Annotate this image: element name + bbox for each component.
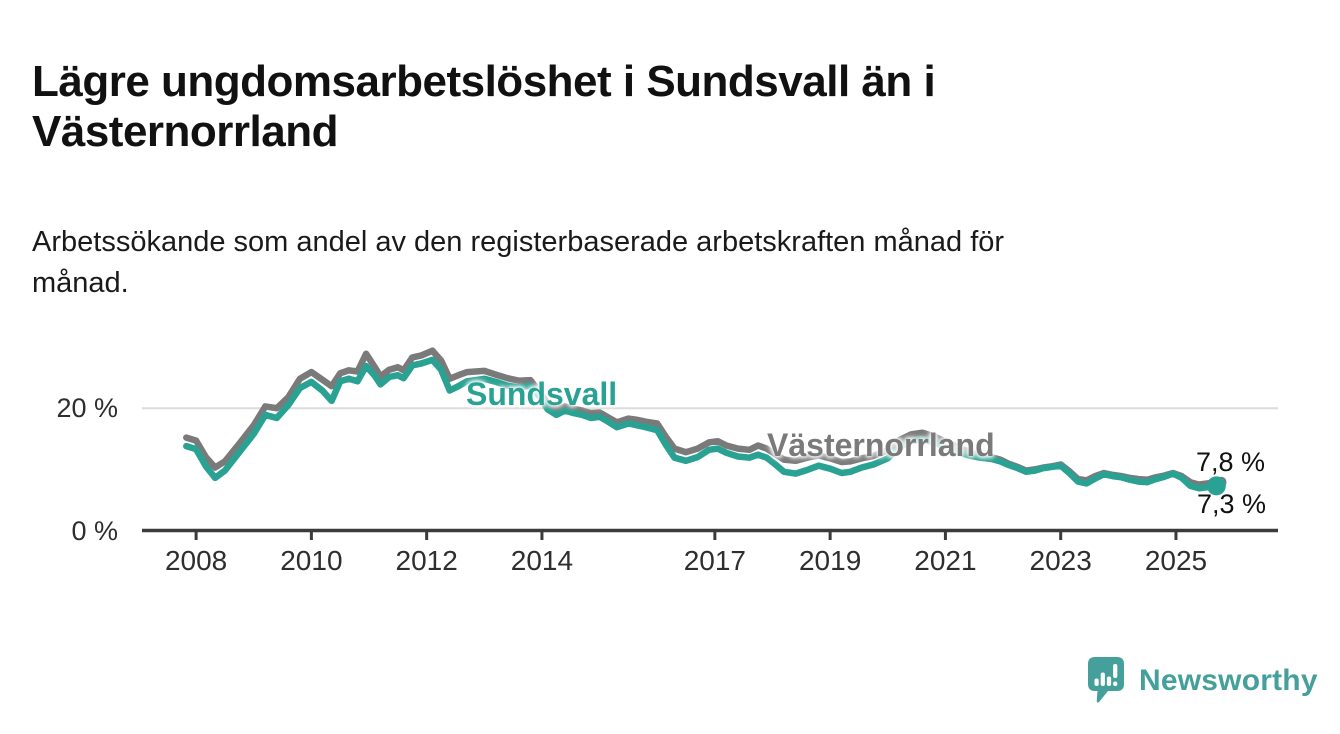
series-line-sundsvall xyxy=(183,356,1220,492)
y-axis-tick-label: 20 % xyxy=(56,393,118,424)
x-axis-tick-label: 2017 xyxy=(683,545,747,576)
page-title: Lägre ungdomsarbetslöshet i Sundsvall än… xyxy=(32,57,936,157)
end-value-sundsvall: 7,3 % xyxy=(1197,489,1267,519)
x-axis-tick-label: 2012 xyxy=(395,545,458,576)
series-label-sundsvall: Sundsvall xyxy=(466,376,618,412)
chart-subtitle: Arbetssökande som andel av den registerb… xyxy=(32,226,1005,299)
newsworthy-logo-text: Newsworthy xyxy=(1139,664,1318,697)
series-label-vasternorrland: Västernorrland xyxy=(767,427,995,463)
x-axis-tick-label: 2019 xyxy=(798,545,862,576)
x-axis-tick-label: 2014 xyxy=(510,545,574,576)
x-axis-tick-label: 2023 xyxy=(1029,545,1092,576)
x-axis-tick-label: 2025 xyxy=(1144,545,1208,576)
series-line-västernorrland xyxy=(183,347,1225,488)
x-axis-tick-label: 2010 xyxy=(280,545,343,576)
newsworthy-speech-bubble-chart-icon xyxy=(1088,657,1124,703)
x-axis-tick-label: 2008 xyxy=(164,545,228,576)
y-axis-tick-label: 0 % xyxy=(71,515,118,546)
newsworthy-logo: Newsworthy xyxy=(1086,655,1318,707)
end-value-vasternorrland: 7,8 % xyxy=(1196,447,1266,477)
x-axis-tick-label: 2021 xyxy=(914,545,977,576)
series-end-dot-sundsvall xyxy=(1206,476,1226,496)
